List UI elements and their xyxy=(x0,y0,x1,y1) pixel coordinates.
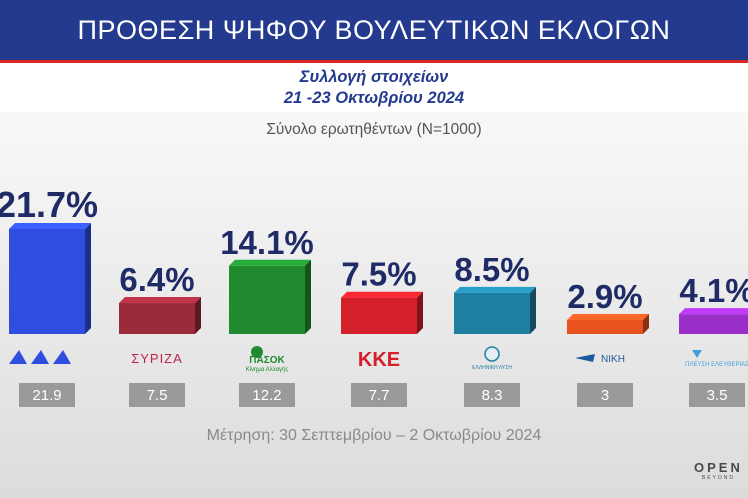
svg-text:ΝΙΚΗ: ΝΙΚΗ xyxy=(601,354,625,365)
subheader: Συλλογή στοιχείων 21 -23 Οκτωβρίου 2024 xyxy=(0,64,748,112)
previous-value-label-1: 7.5 xyxy=(147,387,168,404)
niki-logo-icon: ΝΙΚΗ xyxy=(575,354,625,365)
bar-top-1 xyxy=(119,297,201,304)
previous-value-box-4 xyxy=(464,383,520,407)
previous-value-label-3: 7.7 xyxy=(369,387,390,404)
value-label-4: 8.5% xyxy=(454,251,529,288)
previous-value-label-5: 3 xyxy=(601,387,609,404)
svg-text:ΠΑΣΟΚ: ΠΑΣΟΚ xyxy=(249,355,285,366)
bar-side-4 xyxy=(530,286,536,334)
previous-value-box-5 xyxy=(577,383,633,407)
svg-text:Κίνημα Αλλαγής: Κίνημα Αλλαγής xyxy=(246,366,289,373)
bar-5 xyxy=(567,319,643,334)
previous-value-label-0: 21.9 xyxy=(32,387,61,404)
previous-value-box-1 xyxy=(129,383,185,407)
previous-value-label-4: 8.3 xyxy=(482,387,503,404)
brand-tagline: BEYOND xyxy=(701,475,735,481)
previous-value-box-2 xyxy=(239,383,295,407)
sample-size-note: Σύνολο ερωτηθέντων (N=1000) xyxy=(266,121,482,138)
syriza-logo-icon: ΣΥΡΙΖΑ xyxy=(131,351,183,366)
bar-0 xyxy=(9,229,85,334)
plefsi-logo-icon: ΠΛΕΥΣΗ ΕΛΕΥΘΕΡΙΑΣ xyxy=(685,350,748,368)
bar-top-3 xyxy=(341,291,423,298)
bar-side-0 xyxy=(85,223,91,334)
value-label-1: 6.4% xyxy=(119,261,194,298)
previous-value-box-0 xyxy=(19,383,75,407)
value-label-6: 4.1% xyxy=(679,272,748,309)
open-beyond-logo: OPEN BEYOND xyxy=(694,460,743,481)
svg-text:ΠΛΕΥΣΗ ΕΛΕΥΘΕΡΙΑΣ: ΠΛΕΥΣΗ ΕΛΕΥΘΕΡΙΑΣ xyxy=(685,362,748,368)
bar-side-2 xyxy=(305,259,311,334)
value-label-5: 2.9% xyxy=(567,278,642,315)
bar-side-5 xyxy=(643,313,649,334)
previous-measurement-note: Μέτρηση: 30 Σεπτεμβρίου – 2 Οκτωβρίου 20… xyxy=(206,427,542,444)
bar-4 xyxy=(454,292,530,334)
svg-text:ΕΛΛΗΝΙΚΗ ΛΥΣΗ: ΕΛΛΗΝΙΚΗ ΛΥΣΗ xyxy=(472,365,512,371)
previous-value-box-6 xyxy=(689,383,745,407)
bar-top-6 xyxy=(679,308,748,315)
brand-name: OPEN xyxy=(694,460,743,475)
nd-logo-icon xyxy=(9,350,71,364)
chart-title: ΠΡΟΘΕΣΗ ΨΗΦΟΥ ΒΟΥΛΕΥΤΙΚΩΝ ΕΚΛΟΓΩΝ xyxy=(0,0,748,60)
svg-text:ΣΥΡΙΖΑ: ΣΥΡΙΖΑ xyxy=(131,351,183,366)
value-label-2: 14.1% xyxy=(220,224,314,261)
svg-text:KKE: KKE xyxy=(358,349,400,371)
collection-dates: 21 -23 Οκτωβρίου 2024 xyxy=(283,89,465,107)
previous-value-box-3 xyxy=(351,383,407,407)
bar-top-0 xyxy=(9,223,91,229)
elliniki-lysi-logo-icon: ΕΛΛΗΝΙΚΗ ΛΥΣΗ xyxy=(472,346,512,371)
previous-value-label-2: 12.2 xyxy=(252,387,281,404)
kke-logo-icon: KKE xyxy=(358,349,400,371)
bar-top-2 xyxy=(229,259,311,266)
bar-2 xyxy=(229,265,305,334)
previous-value-label-6: 3.5 xyxy=(707,387,728,404)
bar-top-5 xyxy=(567,313,649,320)
bar-1 xyxy=(119,303,195,334)
collection-label: Συλλογή στοιχείων xyxy=(299,68,449,86)
bar-side-3 xyxy=(417,291,423,334)
bar-top-4 xyxy=(454,286,536,293)
value-label-3: 7.5% xyxy=(341,256,416,293)
header-divider xyxy=(0,60,748,63)
bar-side-1 xyxy=(195,297,201,334)
value-label-0: 21.7% xyxy=(0,184,98,225)
bar-3 xyxy=(341,297,417,334)
bar-6 xyxy=(679,314,748,334)
